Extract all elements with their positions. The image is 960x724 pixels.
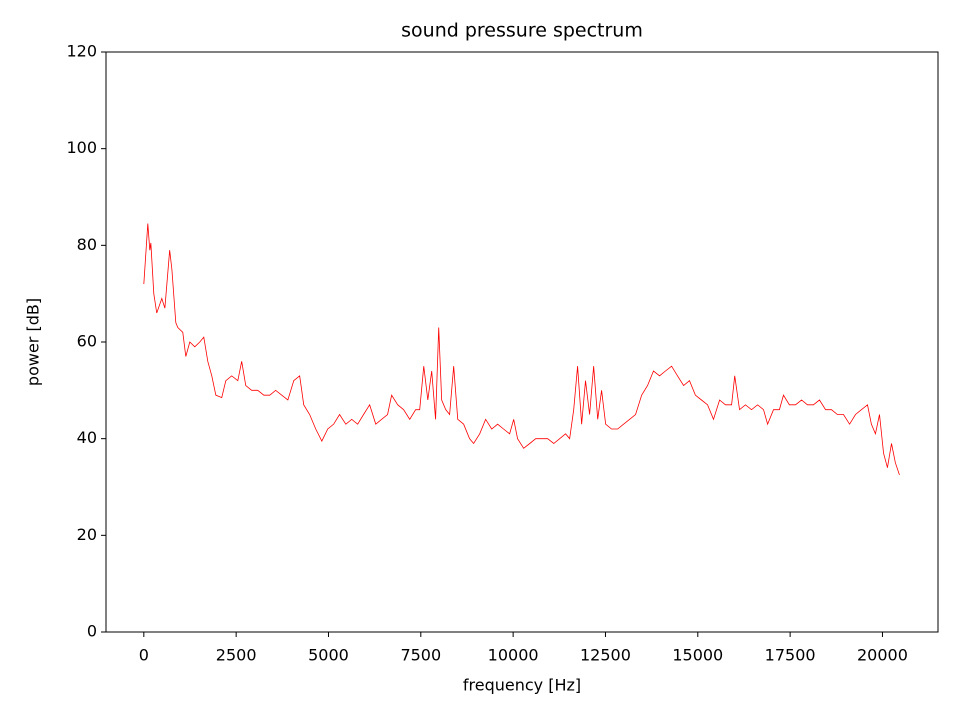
- x-tick-label: 5000: [308, 646, 349, 665]
- y-tick-label: 120: [66, 42, 97, 61]
- x-tick-label: 7500: [400, 646, 441, 665]
- y-axis-label: power [dB]: [24, 298, 43, 386]
- y-tick-label: 40: [77, 428, 97, 447]
- y-tick-label: 20: [77, 525, 97, 544]
- x-tick-label: 0: [139, 646, 149, 665]
- chart-title: sound pressure spectrum: [401, 20, 643, 42]
- y-tick-label: 80: [77, 235, 97, 254]
- y-tick-label: 100: [66, 138, 97, 157]
- y-tick-label: 0: [87, 622, 97, 641]
- x-axis-label: frequency [Hz]: [463, 676, 581, 695]
- y-tick-label: 60: [77, 332, 97, 351]
- x-tick-label: 12500: [580, 646, 631, 665]
- plot-frame: [105, 51, 939, 633]
- x-tick-label: 20000: [857, 646, 908, 665]
- x-tick-label: 15000: [672, 646, 723, 665]
- x-tick-label: 10000: [488, 646, 539, 665]
- x-tick-label: 17500: [765, 646, 816, 665]
- line: [143, 223, 900, 476]
- x-tick-label: 2500: [216, 646, 257, 665]
